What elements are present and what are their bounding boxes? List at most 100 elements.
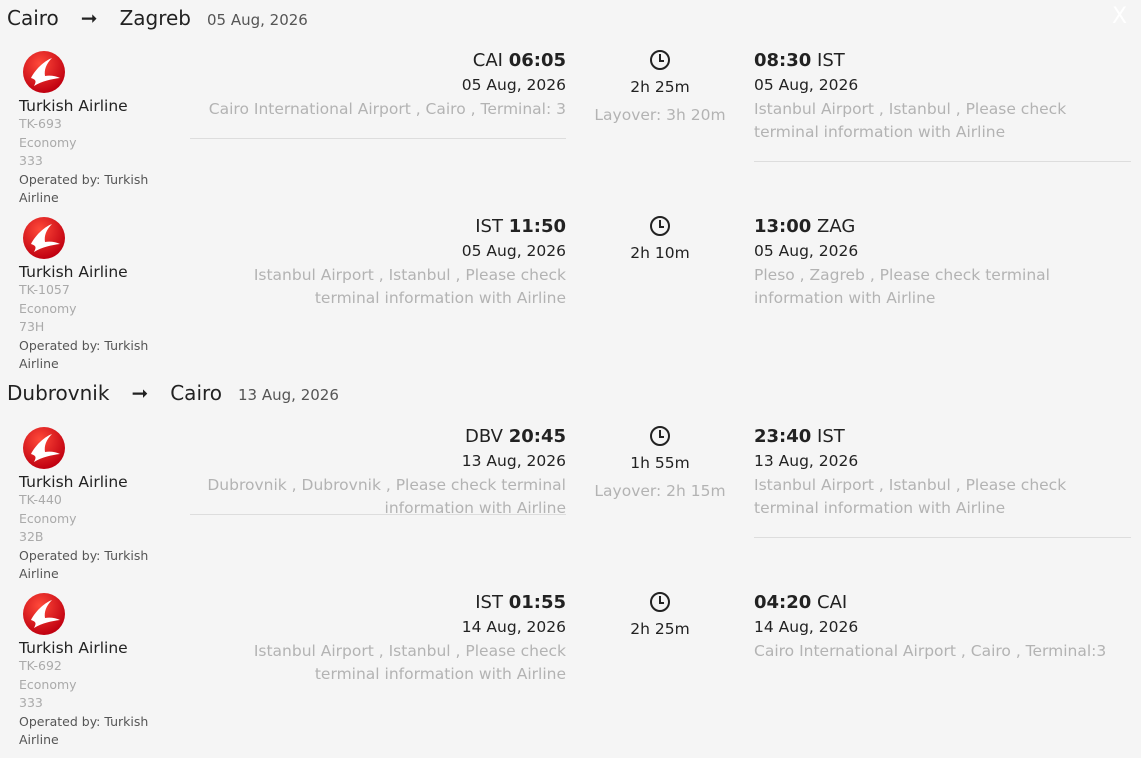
arrival-date: 14 Aug, 2026 <box>754 618 859 636</box>
flight-number: TK-693 <box>19 116 62 131</box>
route-header: Dubrovnik ➞ Cairo 13 Aug, 2026 <box>7 381 339 405</box>
divider <box>190 138 566 139</box>
departure-airport: Cairo International Airport , Cairo , Te… <box>208 100 566 118</box>
flight-number: TK-1057 <box>19 282 70 297</box>
flight-duration: 2h 10m <box>630 244 690 262</box>
turkish-airlines-logo <box>22 592 66 636</box>
clock-icon <box>650 216 670 236</box>
arrival-code: IST <box>817 50 845 71</box>
airline-info: Turkish Airline TK-693 Economy 333 Opera… <box>19 97 159 208</box>
flight-segment: Turkish Airline TK-440 Economy 32B Opera… <box>0 426 1141 592</box>
departure-time: 06:05 <box>508 50 566 71</box>
flight-duration: 2h 25m <box>630 78 690 96</box>
turkish-airlines-logo <box>22 216 66 260</box>
arrival-time: 08:30 <box>754 50 812 71</box>
clock-icon <box>650 50 670 70</box>
operated-by: Operated by: Turkish Airline <box>19 547 149 582</box>
departure-time: 11:50 <box>508 216 566 237</box>
destination-city: Cairo <box>170 381 223 405</box>
route-header: Cairo ➞ Zagreb 05 Aug, 2026 <box>7 6 308 30</box>
departure-time: 01:55 <box>508 592 566 613</box>
duration: 2h 25m <box>590 592 730 642</box>
operated-by: Operated by: Turkish Airline <box>19 171 149 206</box>
flight-segment: Turkish Airline TK-693 Economy 333 Opera… <box>0 50 1141 216</box>
trip-date: 05 Aug, 2026 <box>207 11 308 29</box>
arrival: 04:20 CAI 14 Aug, 2026 Cairo Internation… <box>754 592 1131 663</box>
aircraft-type: 333 <box>19 153 43 168</box>
departure-code: CAI <box>472 50 503 71</box>
departure-code: DBV <box>465 426 503 447</box>
clock-icon <box>650 426 670 446</box>
flight-number: TK-440 <box>19 492 62 507</box>
airline-name: Turkish Airline <box>19 263 128 281</box>
airline-info: Turkish Airline TK-1057 Economy 73H Oper… <box>19 263 159 374</box>
departure-airport: Dubrovnik , Dubrovnik , Please check ter… <box>207 476 566 517</box>
airline-info: Turkish Airline TK-692 Economy 333 Opera… <box>19 639 159 750</box>
cabin-class: Economy <box>19 300 77 316</box>
departure-date: 05 Aug, 2026 <box>461 242 566 260</box>
operated-by: Operated by: Turkish Airline <box>19 337 149 372</box>
flight-duration: 1h 55m <box>630 454 690 472</box>
departure: CAI 06:05 05 Aug, 2026 Cairo Internation… <box>190 50 566 121</box>
turkish-airlines-logo <box>22 426 66 470</box>
airline-info: Turkish Airline TK-440 Economy 32B Opera… <box>19 473 159 584</box>
cabin-class: Economy <box>19 510 77 526</box>
arrival-code: CAI <box>817 592 848 613</box>
arrival: 13:00 ZAG 05 Aug, 2026 Pleso , Zagreb , … <box>754 216 1131 310</box>
aircraft-type: 73H <box>19 319 45 334</box>
arrival-code: ZAG <box>817 216 856 237</box>
airline-name: Turkish Airline <box>19 473 128 491</box>
duration: 2h 25m Layover: 3h 20m <box>590 50 730 130</box>
clock-icon <box>650 592 670 612</box>
origin-city: Dubrovnik <box>7 381 110 405</box>
departure: IST 11:50 05 Aug, 2026 Istanbul Airport … <box>190 216 566 310</box>
departure-airport: Istanbul Airport , Istanbul , Please che… <box>253 642 566 683</box>
arrival: 23:40 IST 13 Aug, 2026 Istanbul Airport … <box>754 426 1131 520</box>
departure-date: 14 Aug, 2026 <box>461 618 566 636</box>
operated-by: Operated by: Turkish Airline <box>19 713 149 748</box>
departure: DBV 20:45 13 Aug, 2026 Dubrovnik , Dubro… <box>190 426 566 520</box>
departure-code: IST <box>475 216 503 237</box>
arrival-date: 13 Aug, 2026 <box>754 452 859 470</box>
departure: IST 01:55 14 Aug, 2026 Istanbul Airport … <box>190 592 566 686</box>
cabin-class: Economy <box>19 134 77 150</box>
arrival-airport: Pleso , Zagreb , Please check terminal i… <box>754 266 1050 307</box>
flight-number: TK-692 <box>19 658 62 673</box>
origin-city: Cairo <box>7 6 59 30</box>
aircraft-type: 32B <box>19 529 44 544</box>
divider <box>754 537 1131 538</box>
arrival-code: IST <box>817 426 845 447</box>
departure-time: 20:45 <box>508 426 566 447</box>
arrival-time: 23:40 <box>754 426 812 447</box>
arrival-airport: Istanbul Airport , Istanbul , Please che… <box>754 476 1067 517</box>
close-button[interactable]: X <box>1112 4 1128 29</box>
airline-name: Turkish Airline <box>19 97 128 115</box>
divider <box>754 161 1131 162</box>
arrival-date: 05 Aug, 2026 <box>754 242 859 260</box>
arrival-airport: Istanbul Airport , Istanbul , Please che… <box>754 100 1067 141</box>
departure-airport: Istanbul Airport , Istanbul , Please che… <box>253 266 566 307</box>
airline-name: Turkish Airline <box>19 639 128 657</box>
departure-date: 05 Aug, 2026 <box>461 76 566 94</box>
duration: 2h 10m <box>590 216 730 266</box>
arrival-time: 04:20 <box>754 592 812 613</box>
destination-city: Zagreb <box>119 6 191 30</box>
flight-duration: 2h 25m <box>630 620 690 638</box>
duration: 1h 55m Layover: 2h 15m <box>590 426 730 506</box>
arrival-time: 13:00 <box>754 216 812 237</box>
flight-segment: Turkish Airline TK-1057 Economy 73H Oper… <box>0 216 1141 382</box>
arrow-right-icon: ➞ <box>80 6 98 30</box>
departure-date: 13 Aug, 2026 <box>461 452 566 470</box>
trip-date: 13 Aug, 2026 <box>238 386 339 404</box>
cabin-class: Economy <box>19 676 77 692</box>
departure-code: IST <box>475 592 503 613</box>
layover: Layover: 3h 20m <box>594 106 726 124</box>
turkish-airlines-logo <box>22 50 66 94</box>
aircraft-type: 333 <box>19 695 43 710</box>
arrival-airport: Cairo International Airport , Cairo , Te… <box>754 642 1107 660</box>
arrival: 08:30 IST 05 Aug, 2026 Istanbul Airport … <box>754 50 1131 144</box>
arrow-right-icon: ➞ <box>131 381 149 405</box>
arrival-date: 05 Aug, 2026 <box>754 76 859 94</box>
flight-segment: Turkish Airline TK-692 Economy 333 Opera… <box>0 592 1141 758</box>
divider <box>190 514 566 515</box>
